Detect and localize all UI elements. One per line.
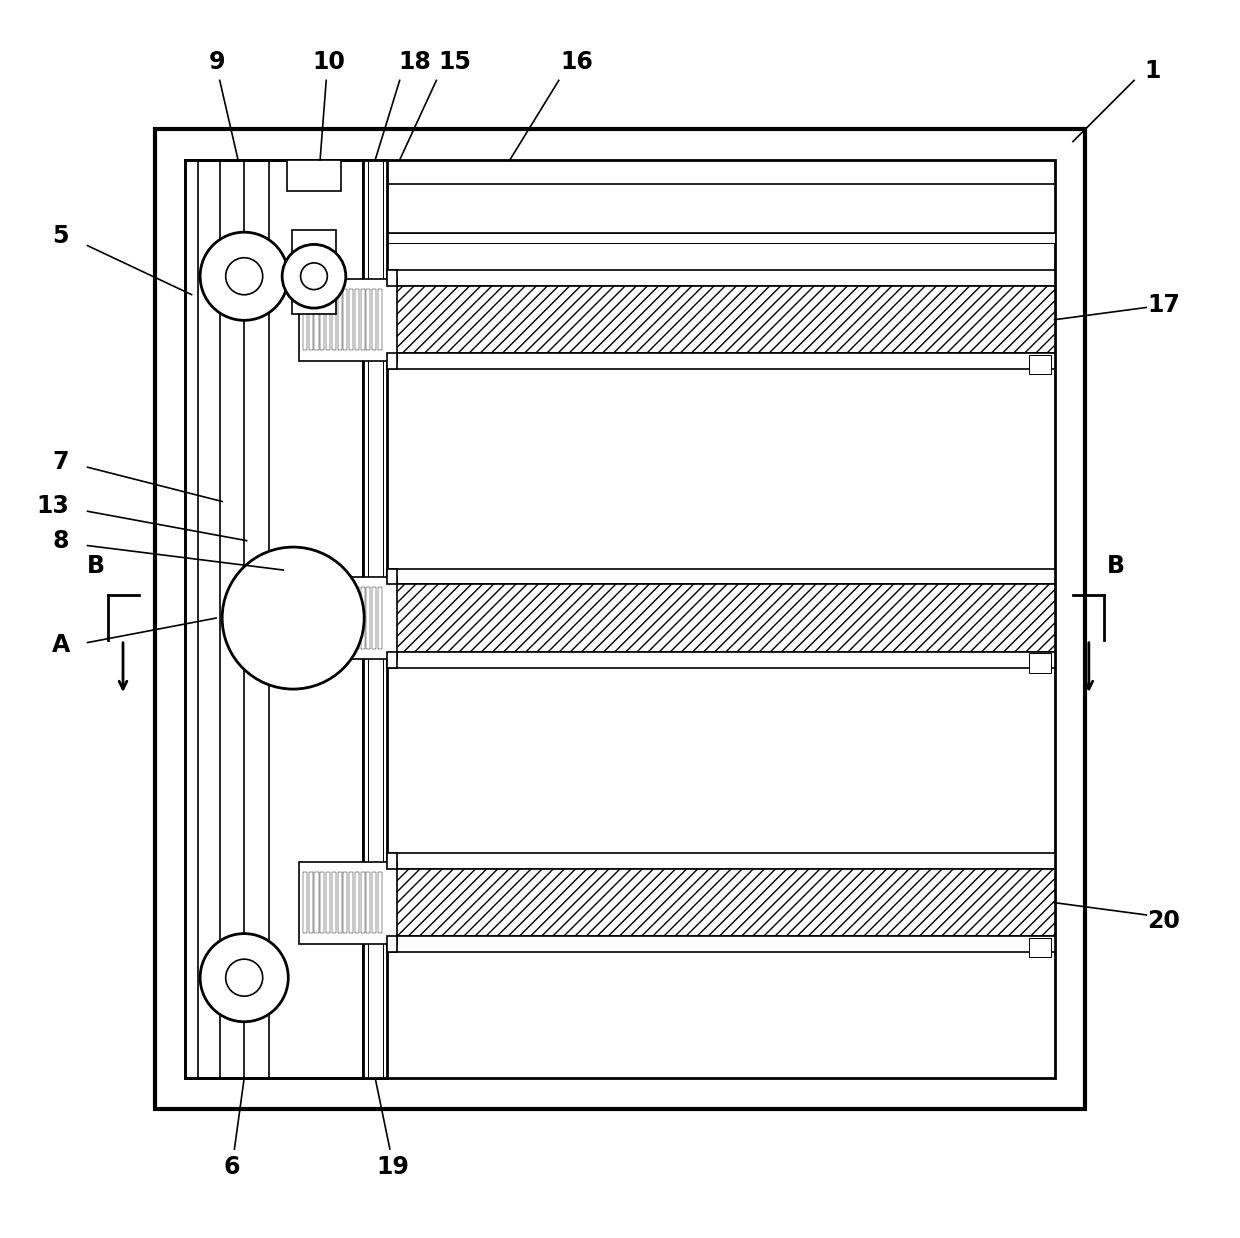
Bar bbox=[309, 288, 312, 350]
Circle shape bbox=[226, 258, 263, 295]
Bar bbox=[315, 587, 319, 649]
Bar bbox=[387, 234, 1054, 243]
Bar bbox=[361, 288, 365, 350]
Bar bbox=[387, 651, 397, 667]
Bar bbox=[367, 587, 371, 649]
Bar bbox=[286, 160, 341, 191]
Circle shape bbox=[300, 262, 327, 290]
Circle shape bbox=[200, 933, 288, 1021]
Bar bbox=[355, 587, 358, 649]
Text: A: A bbox=[51, 633, 69, 657]
Bar bbox=[355, 872, 358, 933]
Bar bbox=[332, 587, 336, 649]
Bar bbox=[355, 288, 358, 350]
Bar bbox=[291, 230, 336, 314]
Bar bbox=[303, 587, 308, 649]
Bar bbox=[350, 872, 353, 933]
Bar bbox=[320, 587, 325, 649]
Text: 1: 1 bbox=[1145, 58, 1161, 83]
Bar bbox=[1029, 937, 1050, 957]
Bar bbox=[155, 129, 1085, 1109]
Text: 6: 6 bbox=[223, 1155, 241, 1180]
Bar bbox=[350, 587, 353, 649]
Bar bbox=[387, 568, 1054, 584]
Text: 7: 7 bbox=[52, 451, 69, 474]
Bar bbox=[361, 587, 365, 649]
Bar bbox=[309, 872, 312, 933]
Bar bbox=[367, 288, 371, 350]
Bar bbox=[378, 872, 382, 933]
Bar bbox=[343, 288, 347, 350]
Bar bbox=[332, 288, 336, 350]
Text: 17: 17 bbox=[1147, 293, 1180, 317]
Bar bbox=[387, 353, 397, 369]
Bar bbox=[387, 651, 1054, 667]
Bar bbox=[299, 279, 397, 360]
Text: B: B bbox=[87, 555, 105, 578]
Text: 15: 15 bbox=[438, 50, 471, 74]
Bar bbox=[320, 288, 325, 350]
Bar bbox=[320, 872, 325, 933]
Text: B: B bbox=[1107, 555, 1125, 578]
Bar bbox=[186, 160, 363, 1078]
Text: 5: 5 bbox=[52, 224, 69, 248]
Bar bbox=[343, 872, 347, 933]
Bar bbox=[350, 288, 353, 350]
Bar bbox=[387, 568, 397, 584]
Bar bbox=[372, 872, 376, 933]
Bar bbox=[299, 862, 397, 943]
Bar bbox=[326, 872, 330, 933]
Bar bbox=[361, 872, 365, 933]
Bar bbox=[303, 288, 308, 350]
Bar bbox=[387, 853, 397, 869]
Bar bbox=[1029, 652, 1050, 672]
Bar bbox=[372, 587, 376, 649]
Circle shape bbox=[226, 959, 263, 997]
Text: 10: 10 bbox=[312, 50, 345, 74]
Bar bbox=[367, 872, 371, 933]
Text: 19: 19 bbox=[376, 1155, 409, 1180]
Bar bbox=[326, 587, 330, 649]
Bar bbox=[337, 288, 341, 350]
Bar bbox=[387, 286, 1054, 353]
Bar bbox=[387, 869, 1054, 936]
Text: 8: 8 bbox=[52, 529, 69, 552]
Bar bbox=[387, 353, 1054, 369]
Circle shape bbox=[222, 547, 365, 690]
Bar bbox=[387, 936, 1054, 952]
Bar bbox=[186, 160, 1054, 1078]
Bar bbox=[309, 587, 312, 649]
Bar bbox=[1029, 354, 1050, 374]
Bar bbox=[343, 587, 347, 649]
Bar bbox=[378, 288, 382, 350]
Bar bbox=[326, 288, 330, 350]
Bar bbox=[387, 270, 397, 286]
Bar bbox=[332, 872, 336, 933]
Text: 9: 9 bbox=[210, 50, 226, 74]
Circle shape bbox=[283, 244, 346, 308]
Text: 18: 18 bbox=[398, 50, 430, 74]
Bar bbox=[372, 288, 376, 350]
Bar bbox=[378, 587, 382, 649]
Circle shape bbox=[200, 233, 288, 321]
Bar bbox=[337, 587, 341, 649]
Bar bbox=[315, 288, 319, 350]
Text: 16: 16 bbox=[560, 50, 594, 74]
Bar bbox=[303, 872, 308, 933]
Bar bbox=[337, 872, 341, 933]
Bar bbox=[299, 577, 397, 659]
Bar bbox=[315, 872, 319, 933]
Bar bbox=[387, 184, 1054, 234]
Bar bbox=[387, 853, 1054, 869]
Bar bbox=[363, 160, 387, 1078]
Bar bbox=[387, 270, 1054, 286]
Bar bbox=[387, 584, 1054, 651]
Text: 20: 20 bbox=[1147, 909, 1180, 933]
Bar bbox=[387, 936, 397, 952]
Text: 13: 13 bbox=[37, 494, 69, 519]
